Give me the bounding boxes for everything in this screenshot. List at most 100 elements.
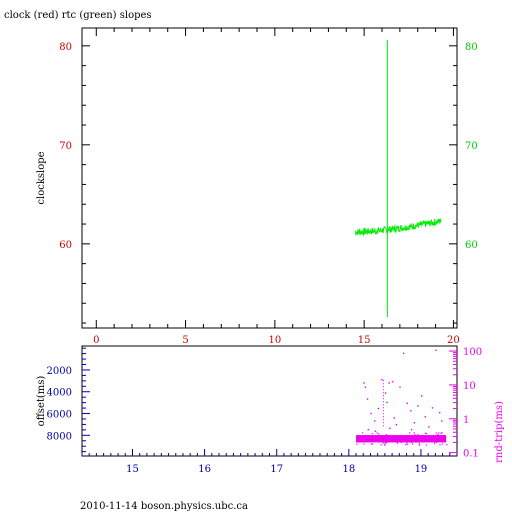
rndtrip-point (357, 437, 359, 439)
rndtrip-point (439, 444, 441, 446)
rndtrip-point (413, 432, 415, 434)
slopes-x-axis: 0 5 10 15 20 (93, 28, 460, 346)
rndtrip-point (358, 439, 360, 441)
rndtrip-point (385, 442, 387, 444)
rndtrip-point (405, 444, 407, 446)
rndtrip-point (402, 352, 405, 355)
offset-x-axis: 15 16 17 18 19 (81, 449, 458, 475)
rndtrip-point (401, 435, 404, 437)
rndtrip-point (392, 381, 394, 383)
rndtrip-point (425, 433, 427, 435)
rndtrip-point (370, 443, 372, 445)
rndtrip-point (392, 439, 394, 442)
rndtrip-point (428, 426, 430, 428)
slopes-right-tick-label: 80 (465, 42, 478, 53)
offset-x-tick-label: 15 (126, 464, 139, 475)
rndtrip-point (407, 436, 409, 439)
slopes-x-tick-label: 5 (182, 335, 188, 346)
rndtrip-point (432, 438, 434, 440)
slopes-right-tick-label: 70 (465, 141, 478, 152)
rndtrip-tick-label: 0.1 (463, 449, 479, 460)
rndtrip-point (441, 432, 443, 434)
rndtrip-point (441, 435, 443, 437)
rndtrip-point (415, 436, 417, 438)
rndtrip-y-label: rnd-trip(ms) (494, 401, 505, 463)
slopes-y-label: clockslope (36, 151, 47, 204)
rtc-series (354, 39, 442, 318)
rndtrip-point (401, 437, 403, 440)
rndtrip-point (396, 442, 399, 444)
rndtrip-point (384, 435, 386, 437)
rndtrip-point (385, 441, 388, 444)
offset-tick-label: 2000 (47, 366, 72, 377)
rndtrip-point (425, 444, 428, 446)
slopes-left-axis: 60 70 80 (59, 42, 90, 324)
rndtrip-point (433, 442, 436, 444)
rndtrip-point (384, 443, 386, 445)
slopes-left-tick-label: 70 (59, 141, 72, 152)
rndtrip-point (364, 386, 367, 388)
rndtrip-tick-label: 1 (463, 415, 469, 426)
rndtrip-point (377, 407, 380, 410)
rndtrip-point (363, 382, 365, 384)
footer-text: 2010-11-14 boson.physics.ubc.ca (80, 501, 248, 512)
rndtrip-point (382, 442, 384, 444)
rndtrip-point (421, 441, 424, 443)
rndtrip-point (374, 439, 377, 441)
rndtrip-point (435, 441, 437, 443)
rndtrip-point (402, 435, 404, 437)
offset-panel: 2000 4000 6000 8000 100 10 1 0.1 15 16 17 18 19 of… (36, 345, 505, 475)
rndtrip-point (380, 444, 382, 446)
slopes-left-tick-label: 60 (59, 240, 72, 251)
rndtrip-point (410, 441, 412, 443)
chart-title: clock (red) rtc (green) slopes (4, 10, 152, 21)
rndtrip-point (393, 417, 395, 419)
rndtrip-point (378, 441, 380, 443)
offset-x-tick-label: 17 (270, 464, 283, 475)
rndtrip-point (435, 349, 437, 352)
rndtrip-point (377, 440, 379, 442)
rndtrip-point (384, 392, 387, 394)
rndtrip-point (371, 436, 373, 438)
rndtrip-point (388, 436, 390, 438)
rndtrip-point (370, 412, 372, 415)
rndtrip-point (411, 437, 414, 439)
rndtrip-point (358, 437, 360, 439)
rndtrip-point (367, 428, 369, 431)
rndtrip-point (415, 441, 417, 443)
slopes-panel: 60 70 80 60 70 80 0 5 10 15 20 clockslope (36, 27, 478, 346)
rndtrip-point (435, 432, 437, 434)
slopes-x-tick-label: 10 (268, 335, 281, 346)
rndtrip-point (442, 439, 444, 441)
rndtrip-point (358, 439, 360, 441)
slopes-right-tick-label: 60 (465, 240, 478, 251)
rndtrip-right-axis: 100 10 1 0.1 (449, 347, 482, 460)
rndtrip-point (417, 405, 419, 407)
rndtrip-point (411, 443, 414, 445)
rndtrip-point (389, 427, 391, 429)
rndtrip-point (424, 416, 426, 418)
rndtrip-point (385, 434, 387, 436)
rndtrip-point (444, 435, 446, 437)
rndtrip-point (438, 432, 440, 434)
rndtrip-point (440, 439, 442, 441)
rndtrip-point (409, 432, 411, 434)
rndtrip-point (441, 420, 443, 422)
offset-x-tick-label: 19 (415, 464, 428, 475)
rndtrip-point (381, 436, 383, 438)
rndtrip-point (437, 435, 439, 437)
rndtrip-point (406, 442, 408, 444)
rndtrip-point (386, 401, 388, 404)
rndtrip-point (384, 444, 386, 446)
rndtrip-point (406, 402, 408, 405)
rndtrip-point (361, 441, 363, 443)
rndtrip-point (367, 435, 369, 437)
rndtrip-series (356, 349, 448, 446)
rndtrip-point (356, 443, 358, 445)
offset-tick-label: 6000 (47, 410, 72, 421)
rndtrip-point (379, 438, 381, 441)
rndtrip-point (395, 424, 398, 426)
rndtrip-point (395, 435, 397, 437)
rndtrip-point (362, 432, 364, 434)
